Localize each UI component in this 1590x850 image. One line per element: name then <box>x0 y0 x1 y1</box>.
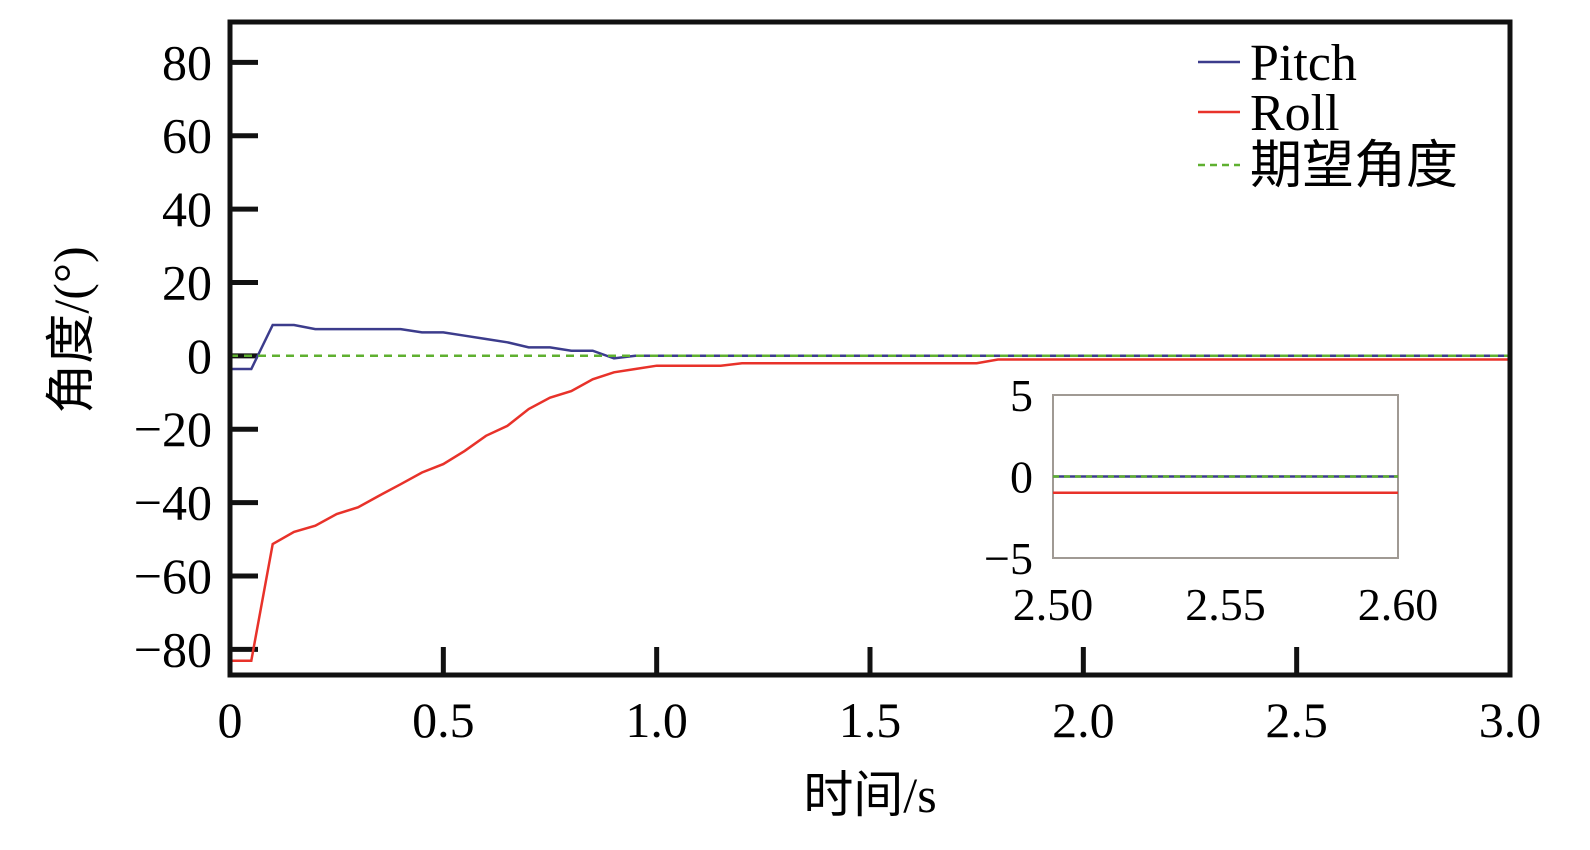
x-tick-label: 3.0 <box>1479 692 1542 748</box>
y-tick-label: −40 <box>134 475 212 531</box>
y-tick-label: 0 <box>187 328 212 384</box>
x-tick-label: 1.0 <box>625 692 688 748</box>
y-tick-label: 80 <box>162 34 212 90</box>
x-tick-label: 2.5 <box>1265 692 1328 748</box>
legend-label: 期望角度 <box>1250 138 1458 195</box>
series-line-Pitch <box>230 323 1510 371</box>
y-tick-label: 60 <box>162 108 212 164</box>
y-tick-label: −60 <box>134 548 212 604</box>
legend-label: Pitch <box>1250 35 1357 92</box>
x-tick-label: 0 <box>218 692 243 748</box>
inset-x-tick-label: 2.60 <box>1358 579 1439 630</box>
x-tick-label: 2.0 <box>1052 692 1115 748</box>
y-tick-label: −20 <box>134 401 212 457</box>
legend-label: Roll <box>1250 85 1340 142</box>
y-tick-label: 40 <box>162 181 212 237</box>
inset-x-tick-label: 2.50 <box>1013 579 1094 630</box>
inset-plot: 5 0 −52.50 2.55 2.60 <box>984 370 1438 630</box>
inset-y-tick-label: −5 <box>984 533 1033 584</box>
inset-y-tick-label: 5 <box>1010 370 1033 421</box>
inset-x-tick-label: 2.55 <box>1185 579 1266 630</box>
y-tick-label: −80 <box>134 621 212 677</box>
y-axis-label: 角度/(°) <box>43 246 99 413</box>
x-axis-label: 时间/s <box>803 767 936 823</box>
x-tick-label: 0.5 <box>412 692 475 748</box>
plot-frame <box>227 19 1513 678</box>
inset-y-tick-label: 0 <box>1010 452 1033 503</box>
y-tick-label: 20 <box>162 254 212 310</box>
x-tick-label: 1.5 <box>839 692 902 748</box>
series-line-Roll <box>230 358 1510 662</box>
